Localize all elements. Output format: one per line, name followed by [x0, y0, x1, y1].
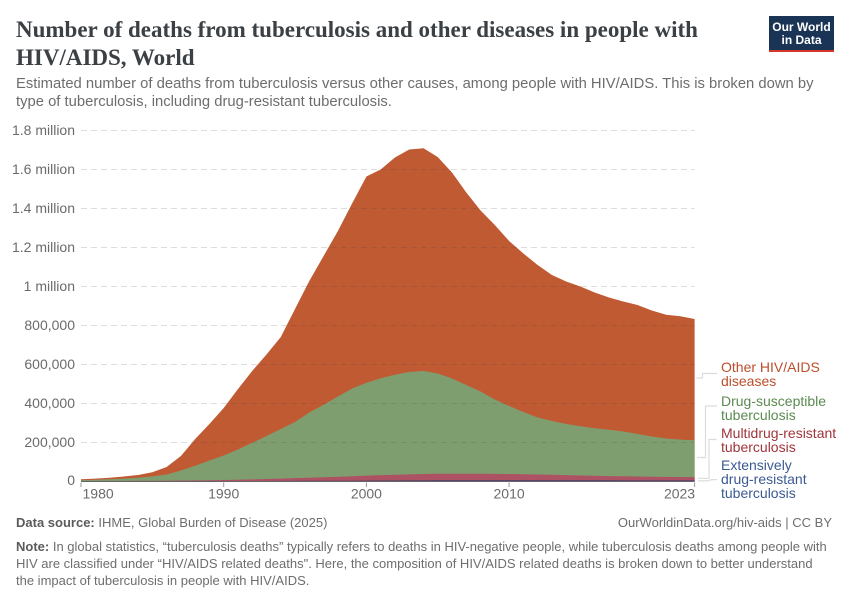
svg-text:200,000: 200,000	[24, 434, 75, 450]
svg-text:1 million: 1 million	[24, 278, 75, 294]
svg-text:600,000: 600,000	[24, 356, 75, 372]
svg-text:0: 0	[67, 472, 75, 488]
svg-text:2023: 2023	[664, 486, 695, 502]
svg-text:1.8 million: 1.8 million	[12, 122, 75, 138]
svg-text:1.6 million: 1.6 million	[12, 161, 75, 177]
svg-text:2000: 2000	[351, 486, 382, 502]
svg-text:400,000: 400,000	[24, 395, 75, 411]
svg-text:1980: 1980	[83, 486, 114, 502]
svg-text:2010: 2010	[494, 486, 525, 502]
svg-text:1.4 million: 1.4 million	[12, 200, 75, 216]
svg-text:800,000: 800,000	[24, 317, 75, 333]
svg-text:1.2 million: 1.2 million	[12, 239, 75, 255]
svg-text:1990: 1990	[208, 486, 239, 502]
